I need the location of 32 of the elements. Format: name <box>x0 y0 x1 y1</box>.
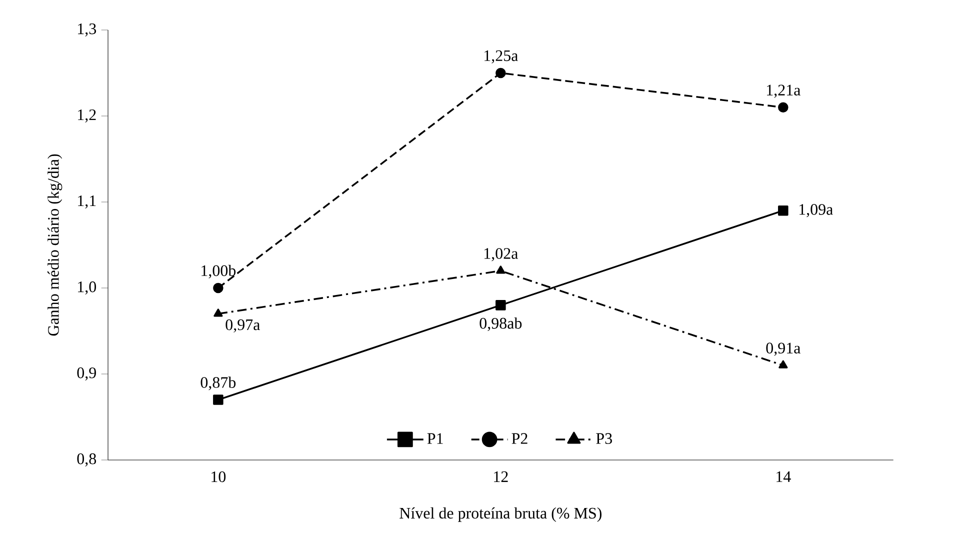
data-label: 0,91a <box>766 342 800 356</box>
y-axis-title: Ganho médio diário (kg/dia) <box>48 154 62 336</box>
point <box>496 266 506 274</box>
y-tick-label: 0,8 <box>77 453 96 467</box>
x-tick-label: 14 <box>776 471 791 482</box>
point <box>213 394 224 405</box>
x-tick-label: 12 <box>494 471 508 482</box>
point <box>496 300 506 310</box>
data-label: 1,00b <box>202 264 236 278</box>
y-tick-label: 1,3 <box>78 23 96 37</box>
data-label: 1,21a <box>767 84 800 98</box>
x-axis-title: Nível de proteína bruta (% MS) <box>400 507 602 522</box>
legend-label: P3 <box>596 433 612 444</box>
data-label: 0,98ab <box>480 317 522 332</box>
point <box>778 205 788 216</box>
data-label: 0,97a <box>226 319 260 332</box>
data-label: 0,87b <box>200 376 236 390</box>
data-label: 1,25a <box>484 50 518 64</box>
legend-label: P1 <box>427 433 443 444</box>
y-tick-label: 1,2 <box>78 109 96 123</box>
point <box>778 360 788 368</box>
y-tick-label: 1,1 <box>78 195 96 209</box>
legend-label: P2 <box>512 433 528 444</box>
point <box>778 102 788 113</box>
data-label: 1,09a <box>799 204 833 218</box>
point <box>496 68 506 78</box>
data-label: 1,02a <box>484 248 518 262</box>
point <box>214 308 223 317</box>
y-tick-label: 1,0 <box>78 281 96 295</box>
point <box>213 282 224 294</box>
x-tick-label: 10 <box>212 471 226 482</box>
y-tick-label: 0,9 <box>77 367 96 381</box>
